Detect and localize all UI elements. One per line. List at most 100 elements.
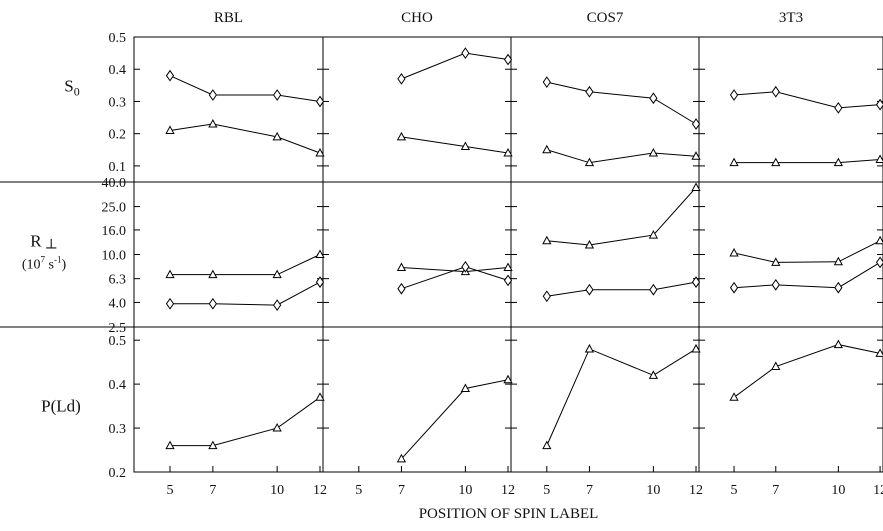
series-line-pld-3t3-triangle	[733, 344, 881, 398]
series-line-s0-cos7-diamond	[546, 81, 697, 125]
diamond-marker	[165, 69, 175, 82]
diamond-marker	[397, 73, 406, 85]
series-line-s0-rbl-triangle	[169, 123, 321, 154]
triangle-marker	[729, 392, 739, 401]
triangle-marker	[503, 262, 513, 271]
series-line-s0-3t3-diamond	[734, 91, 881, 109]
triangle-marker	[503, 147, 513, 157]
triangle-marker	[503, 374, 513, 384]
series-line-pld-rbl-triangle	[170, 396, 321, 447]
series-line-pld-cos7-triangle	[546, 348, 697, 446]
y-tick-label: 2.5	[109, 321, 127, 336]
series-line-s0-rbl-diamond	[169, 75, 321, 102]
triangle-marker	[691, 151, 701, 160]
triangle-marker	[165, 125, 175, 134]
triangle-marker	[875, 154, 883, 163]
triangle-marker	[460, 141, 471, 151]
x-axis-title: POSITION OF SPIN LABEL	[419, 506, 599, 522]
diamond-marker	[503, 274, 513, 287]
diamond-marker	[649, 92, 658, 105]
triangle-marker	[165, 269, 175, 279]
series-line-rperp-cos7-triangle	[546, 187, 697, 246]
triangle-marker	[165, 440, 175, 450]
series-line-rperp-cho-triangle	[401, 266, 509, 273]
series-line-rperp-rbl-triangle	[170, 254, 321, 276]
diamond-marker	[691, 118, 701, 130]
diamond-marker	[165, 297, 175, 310]
triangle-marker	[691, 343, 701, 353]
diamond-marker	[585, 283, 594, 296]
row-label-pld: P(Ld)	[41, 397, 81, 416]
diamond-marker	[649, 283, 658, 296]
y-tick-label: 6.3	[109, 273, 127, 288]
x-tick-label: 7	[586, 483, 593, 498]
diamond-marker	[691, 276, 701, 288]
y-tick-label: 0.2	[109, 128, 127, 143]
diamond-marker	[834, 102, 843, 114]
diamond-marker	[461, 47, 470, 59]
triangle-marker	[396, 131, 407, 141]
x-tick-label: 12	[313, 483, 327, 498]
series-line-s0-cos7-triangle	[546, 149, 697, 164]
diamond-marker	[397, 282, 406, 295]
triangle-marker	[875, 235, 883, 245]
y-tick-label: 0.3	[109, 422, 127, 437]
triangle-marker	[771, 157, 781, 167]
series-line-s0-cho-diamond	[401, 52, 509, 80]
diamond-marker	[315, 95, 325, 108]
series-line-rperp-cos7-diamond	[546, 281, 697, 297]
triangle-marker	[208, 269, 218, 279]
diamond-marker	[208, 297, 217, 310]
y-tick-label: 0.4	[109, 378, 127, 393]
x-tick-label: 12	[689, 483, 703, 498]
x-tick-label: 5	[355, 483, 362, 498]
triangle-marker	[584, 343, 595, 353]
triangle-marker	[208, 118, 218, 128]
triangle-marker	[396, 262, 407, 271]
triangle-marker	[875, 348, 883, 357]
triangle-marker	[396, 453, 407, 463]
x-tick-label: 7	[398, 483, 405, 498]
x-tick-label: 5	[543, 483, 550, 498]
triangle-marker	[272, 423, 282, 432]
diamond-marker	[503, 53, 513, 66]
x-tick-label: 7	[772, 483, 779, 498]
series-line-pld-cho-triangle	[401, 379, 509, 460]
x-tick-label: 5	[167, 483, 174, 498]
y-tick-label: 4.0	[109, 296, 127, 311]
triangle-marker	[542, 440, 552, 450]
diamond-marker	[585, 85, 594, 98]
series-line-s0-cho-triangle	[401, 136, 509, 154]
x-tick-label: 10	[270, 483, 284, 498]
y-tick-label: 0.2	[109, 466, 127, 481]
triangle-marker	[729, 247, 739, 257]
triangle-marker	[542, 235, 552, 245]
triangle-marker	[648, 147, 659, 157]
triangle-marker	[648, 230, 659, 239]
triangle-marker	[315, 392, 325, 401]
y-tick-label: 25.0	[102, 201, 127, 216]
column-title-cos7: COS7	[587, 10, 624, 26]
diamond-marker	[461, 260, 470, 273]
triangle-marker	[771, 257, 781, 266]
y-tick-label: 16.0	[102, 224, 127, 239]
triangle-marker	[272, 269, 282, 279]
triangle-marker	[729, 157, 739, 167]
y-tick-label: 0.5	[109, 334, 127, 349]
triangle-marker	[208, 440, 218, 450]
row-label-rperp: R ⊥	[30, 232, 58, 253]
triangle-marker	[272, 131, 282, 141]
triangle-marker	[315, 147, 325, 157]
diamond-marker	[542, 290, 551, 303]
diamond-marker	[875, 98, 883, 111]
diamond-marker	[729, 89, 739, 101]
diamond-marker	[834, 281, 843, 294]
triangle-marker	[584, 157, 595, 167]
triangle-marker	[460, 383, 471, 393]
diamond-marker	[273, 299, 282, 311]
y-tick-label: 0.1	[109, 160, 127, 175]
x-tick-label: 7	[209, 483, 216, 498]
y-tick-label: 0.3	[109, 95, 127, 110]
diamond-marker	[315, 276, 325, 288]
